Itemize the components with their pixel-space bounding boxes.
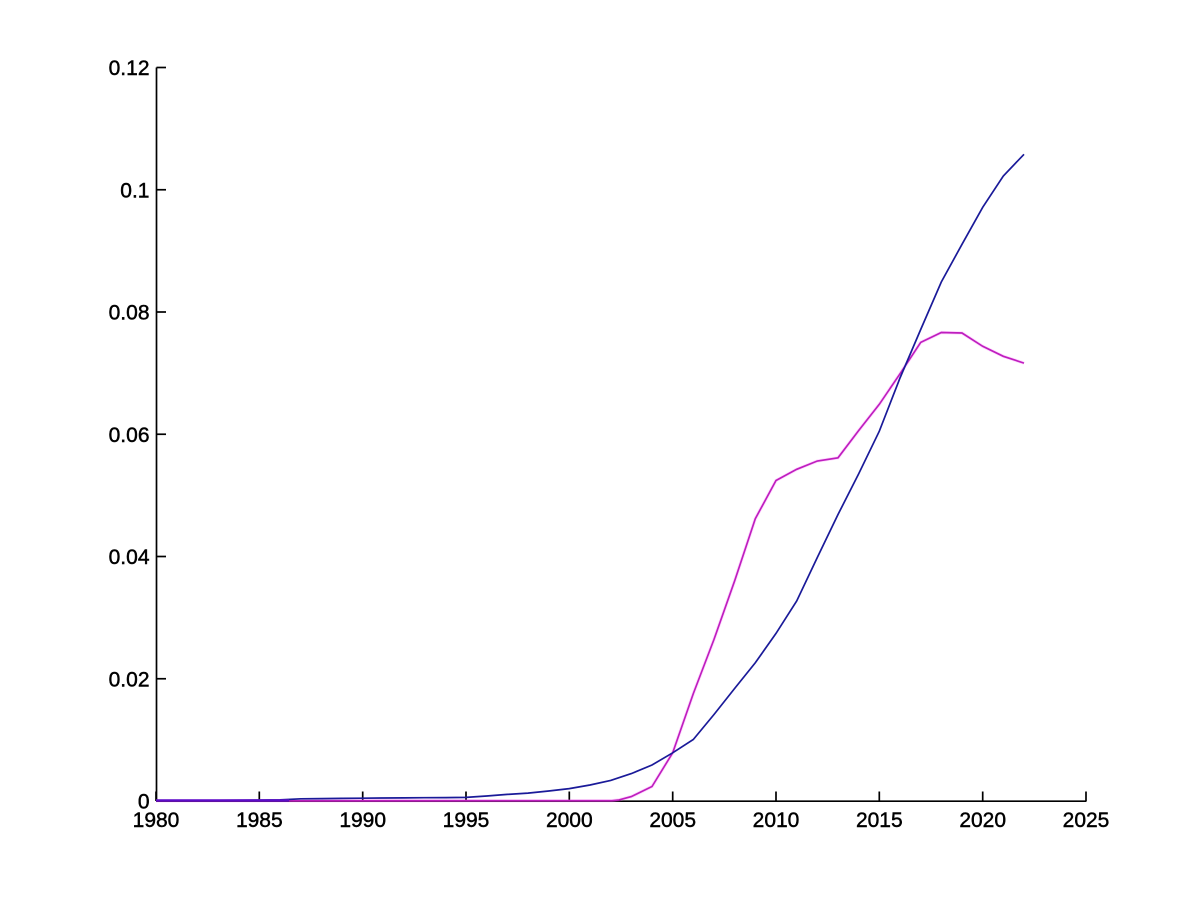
svg-text:0: 0 [138,791,150,814]
svg-text:1995: 1995 [443,809,490,832]
svg-text:0.1: 0.1 [120,179,149,202]
svg-text:2025: 2025 [1063,809,1110,832]
svg-text:2000: 2000 [546,809,593,832]
svg-text:1990: 1990 [339,809,386,832]
svg-text:2010: 2010 [753,809,800,832]
svg-text:0.12: 0.12 [109,57,150,80]
svg-text:0.02: 0.02 [109,668,150,691]
svg-text:2020: 2020 [959,809,1006,832]
svg-text:0.08: 0.08 [109,302,150,325]
svg-text:0.06: 0.06 [109,424,150,447]
svg-text:0.04: 0.04 [109,546,150,569]
svg-text:2005: 2005 [649,809,696,832]
svg-text:1985: 1985 [236,809,283,832]
svg-text:1980: 1980 [133,809,180,832]
svg-text:2015: 2015 [856,809,903,832]
